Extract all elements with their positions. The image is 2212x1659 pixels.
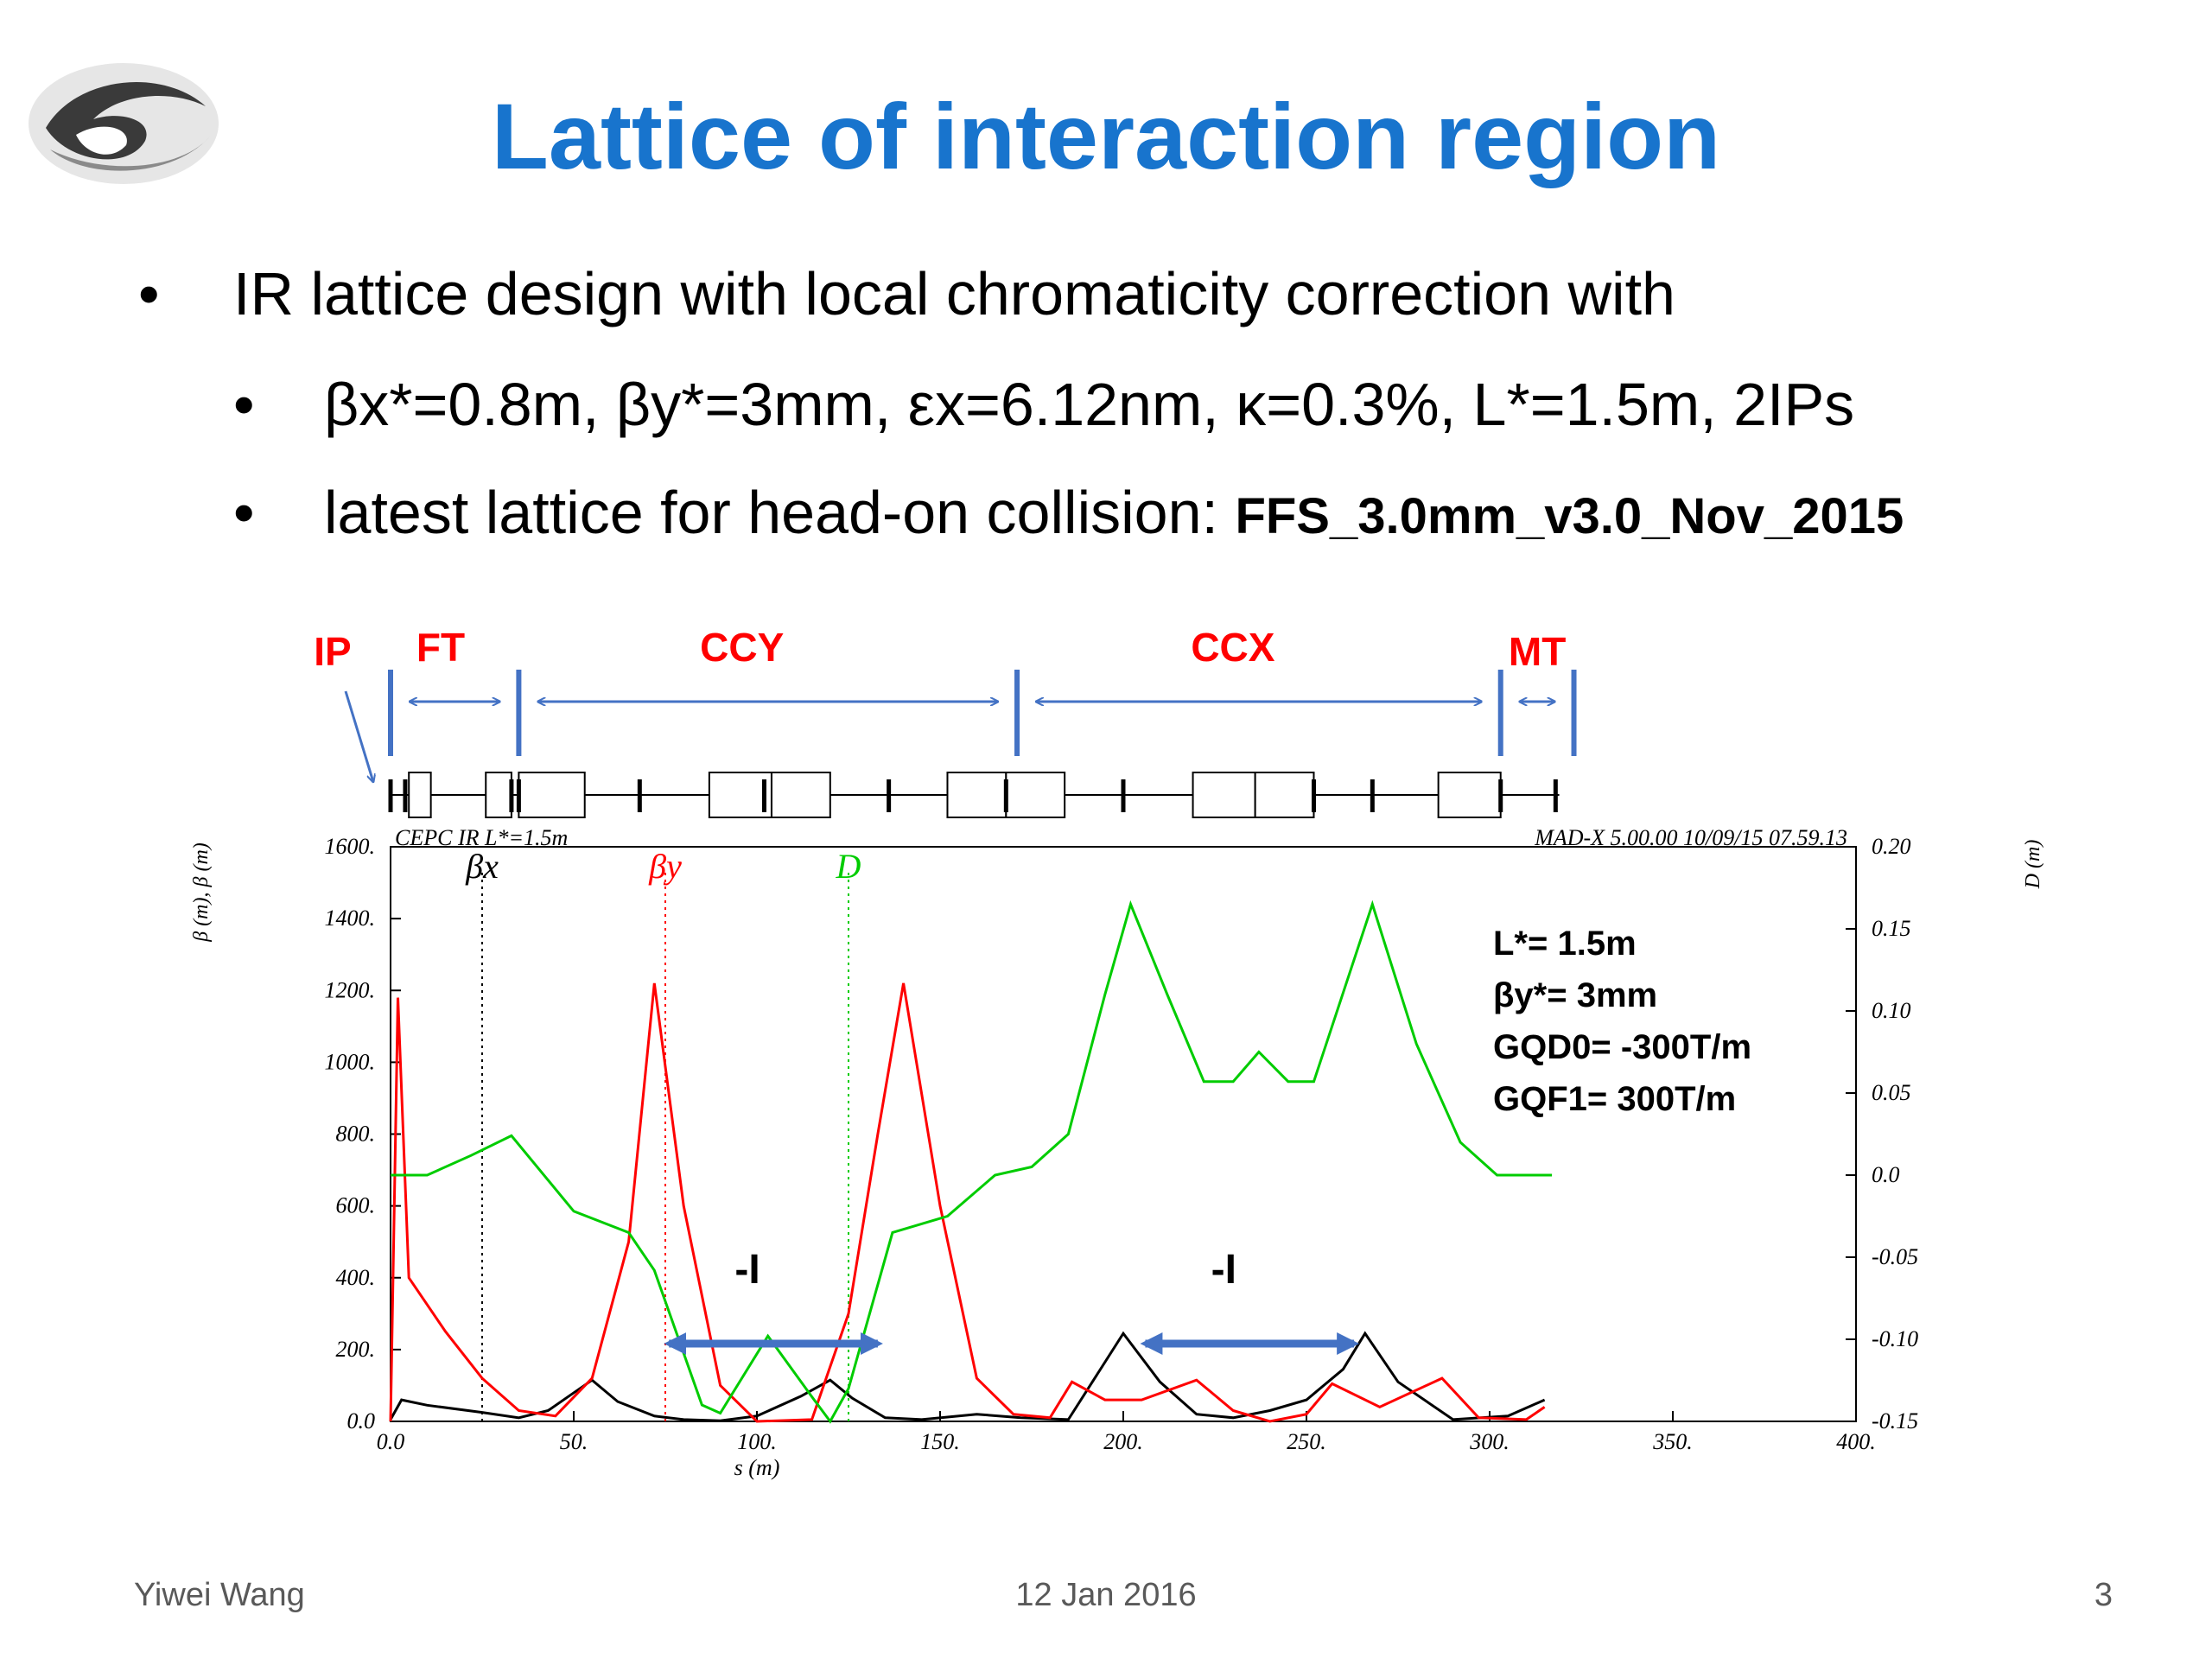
lattice-magnet (946, 772, 1007, 818)
lattice-magnet (1192, 772, 1256, 818)
y-left-tick-label: 200. (336, 1337, 376, 1362)
bullet-dot-icon: • (233, 371, 255, 438)
bullet-2-text: βx*=0.8m, βy*=3mm, εx=6.12nm, κ=0.3%, L*… (324, 371, 1855, 438)
lattice-magnet (1437, 772, 1502, 818)
y-left-tick-label: 800. (336, 1122, 376, 1147)
x-tick-label: 100. (737, 1429, 777, 1454)
lattice-magnet (708, 772, 772, 818)
legend-beta-y: βy (648, 847, 682, 886)
y-right-tick-label: 0.15 (1872, 916, 1911, 941)
lattice-magnet (770, 772, 831, 818)
lattice-name: FFS_3.0mm_v3.0_Nov_2015 (1235, 488, 1904, 544)
footer-date: 12 Jan 2016 (1015, 1577, 1197, 1613)
y-right-tick-label: 0.05 (1872, 1080, 1911, 1105)
y-left-tick-label: 0.0 (347, 1408, 376, 1433)
bullet-dot-icon: • (233, 479, 255, 546)
minus-i-label-2: -I (1211, 1247, 1236, 1293)
dispersion-line (391, 899, 1553, 1424)
y-left-axis-label: β (m), β (m) (190, 842, 213, 943)
plot-header-right: MAD-X 5.00.00 10/09/15 07.59.13 (1534, 825, 1847, 850)
lattice-magnet (1005, 772, 1066, 818)
beta-x-line (389, 1331, 1546, 1422)
y-left-tick-label: 1400. (325, 906, 376, 931)
footer-author: Yiwei Wang (134, 1577, 305, 1613)
y-right-tick-label: 0.20 (1872, 834, 1911, 859)
lattice-magnet (408, 772, 432, 818)
bullet-3: • latest lattice for head-on collision: F… (233, 478, 1904, 547)
bullet-1: • IR lattice design with local chromatici… (138, 259, 1675, 328)
x-tick-label: 0.0 (377, 1429, 405, 1454)
x-tick-label: 200. (1103, 1429, 1143, 1454)
y-right-tick-label: -0.05 (1872, 1244, 1918, 1269)
lattice-magnet (485, 772, 512, 818)
info-line-3: GQD0= -300T/m (1493, 1028, 1751, 1066)
x-tick-label: 400. (1836, 1429, 1876, 1454)
x-tick-label: 150. (920, 1429, 960, 1454)
lattice-magnet (518, 772, 586, 818)
bullet-3-text: latest lattice for head-on collision: (324, 479, 1236, 546)
beta-y-line (389, 982, 1546, 1423)
section-label-ccx: CCX (1191, 625, 1274, 670)
y-right-tick-label: -0.15 (1872, 1408, 1918, 1433)
y-right-tick-label: 0.0 (1872, 1162, 1900, 1187)
plot-header-left: CEPC IR L*=1.5m (395, 825, 568, 850)
y-left-tick-label: 1000. (325, 1049, 376, 1074)
y-left-tick-label: 1200. (325, 977, 376, 1002)
section-label-ccy: CCY (700, 625, 784, 670)
y-left-tick-label: 400. (336, 1265, 376, 1290)
x-tick-label: 50. (560, 1429, 588, 1454)
y-right-tick-label: -0.10 (1872, 1326, 1918, 1351)
ip-pointer-arrow (344, 690, 373, 782)
bullet-1-text: IR lattice design with local chromaticit… (233, 260, 1675, 327)
bullet-dot-icon: • (138, 260, 160, 327)
minus-i-label-1: -I (734, 1247, 760, 1293)
x-axis-label: s (m) (734, 1455, 780, 1480)
info-line-4: GQF1= 300T/m (1493, 1080, 1736, 1118)
y-left-tick-label: 1600. (325, 834, 376, 859)
bullet-2: • βx*=0.8m, βy*=3mm, εx=6.12nm, κ=0.3%, L… (233, 370, 1854, 439)
lattice-magnet (1254, 772, 1315, 818)
footer-page-number: 3 (2094, 1577, 2113, 1613)
y-right-axis-label: D (m) (2022, 840, 2044, 890)
x-tick-label: 350. (1652, 1429, 1693, 1454)
info-line-2: βy*= 3mm (1493, 976, 1657, 1014)
institution-logo (29, 63, 219, 184)
section-label-ip: IP (314, 629, 351, 674)
legend-dispersion: D (836, 847, 861, 886)
section-label-ft: FT (416, 625, 465, 670)
y-right-tick-label: 0.10 (1872, 998, 1911, 1023)
info-line-1: L*= 1.5m (1493, 925, 1637, 963)
legend-beta-x: βx (465, 847, 499, 886)
y-left-tick-label: 600. (336, 1193, 376, 1218)
x-tick-label: 250. (1287, 1429, 1326, 1454)
section-label-mt: MT (1509, 629, 1566, 674)
x-tick-label: 300. (1469, 1429, 1510, 1454)
slide-title: Lattice of interaction region (491, 84, 1721, 188)
